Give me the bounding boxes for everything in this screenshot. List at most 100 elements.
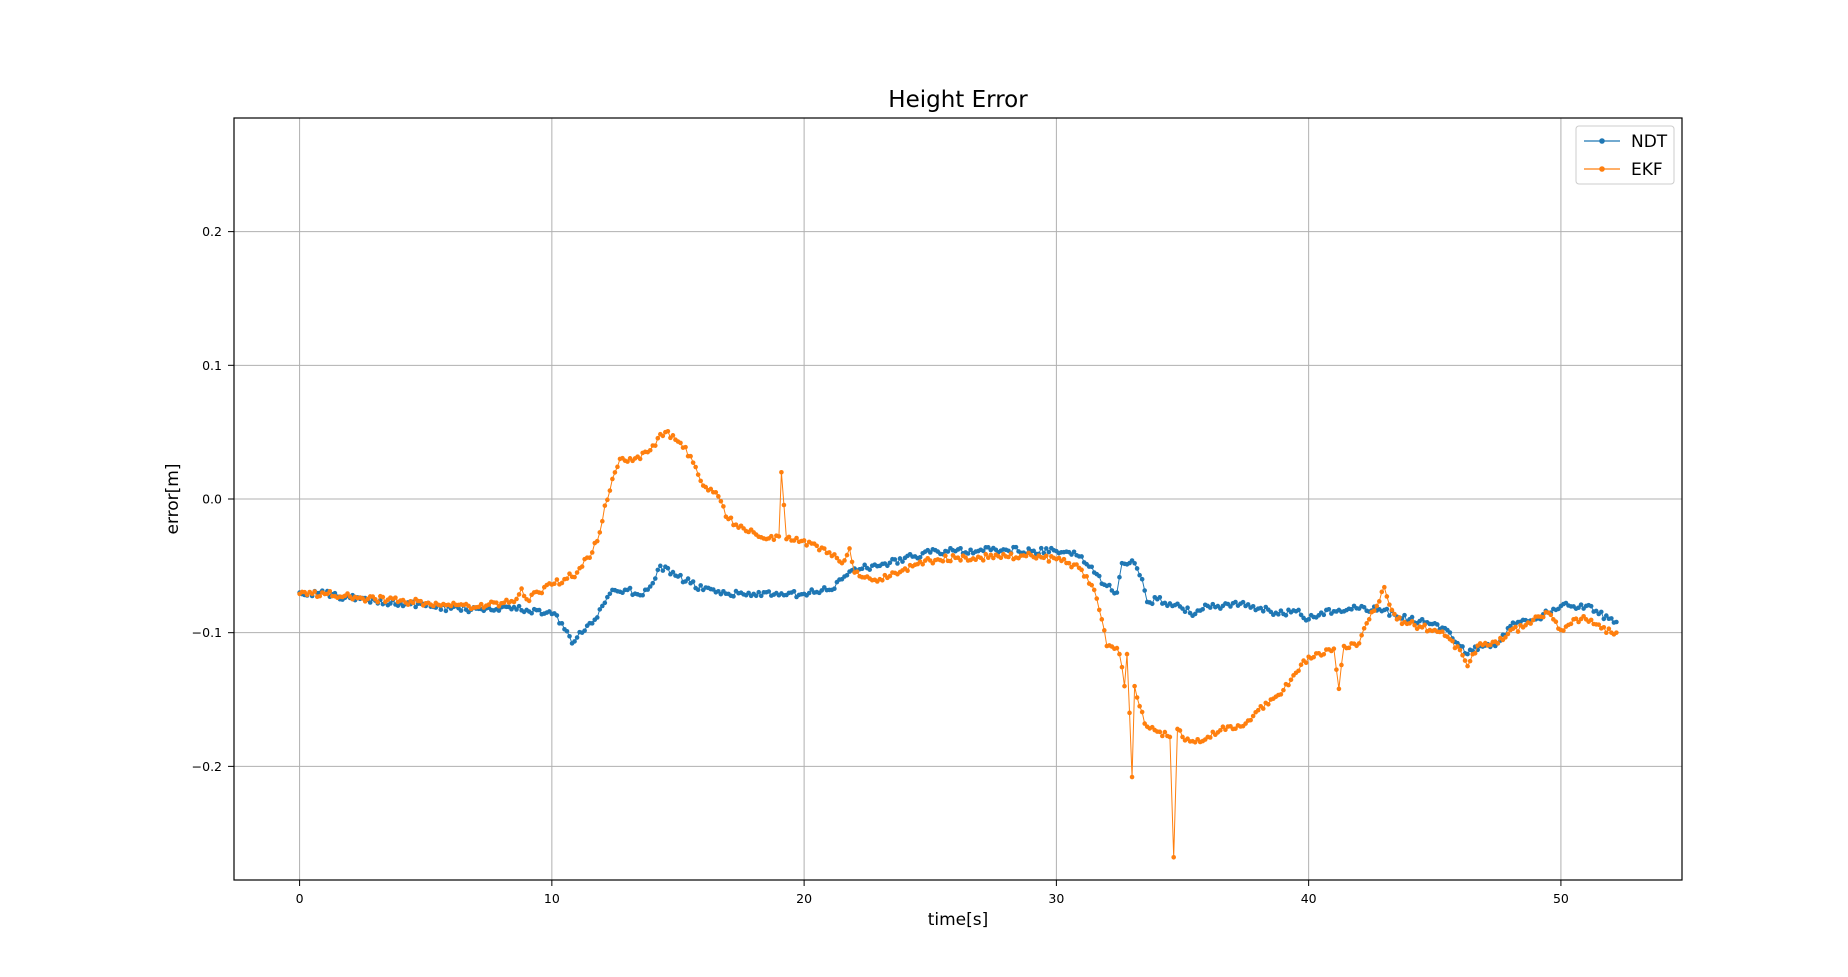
series-ndt-point: [1387, 613, 1392, 618]
series-ekf-point: [607, 488, 613, 493]
series-ekf-point: [519, 586, 524, 591]
series-ekf-point: [718, 498, 724, 504]
x-tick-label: 30: [1048, 891, 1064, 906]
series-ndt-point: [917, 554, 923, 560]
series-ndt-point: [1089, 564, 1094, 570]
series-ndt-point: [665, 565, 671, 571]
series-ekf-point: [769, 533, 774, 539]
series-ndt-point: [574, 635, 580, 640]
series-ndt-point: [605, 594, 610, 600]
series-ndt-point: [572, 639, 577, 644]
series-ekf-point: [317, 593, 323, 599]
series-ndt-point: [443, 608, 449, 614]
series-ndt-point: [388, 601, 393, 606]
legend-ekf-label: EKF: [1631, 160, 1663, 180]
series-ndt-point: [862, 562, 867, 568]
series-ekf-point: [1160, 733, 1165, 739]
series-ndt-point: [1460, 644, 1465, 649]
series-ekf-point: [678, 440, 683, 446]
series-ndt-point: [1200, 606, 1205, 612]
x-tick-label: 50: [1553, 891, 1569, 906]
series-ekf-point: [589, 550, 595, 555]
series-ndt-point: [658, 563, 663, 569]
series-ekf-point: [1102, 628, 1107, 633]
series-ekf-point: [1596, 622, 1602, 627]
series-ekf-point: [1460, 652, 1465, 658]
legend: NDT EKF: [1575, 125, 1675, 185]
series-ekf-point: [345, 591, 350, 596]
series-ndt-point: [655, 567, 661, 573]
series-ndt-point: [1598, 609, 1604, 615]
series-ndt-point: [650, 580, 656, 586]
series-ekf-point: [567, 571, 572, 576]
series-ndt-point: [678, 572, 683, 578]
series-ekf-point: [1079, 567, 1084, 573]
series-ndt-point: [1046, 549, 1052, 555]
series-ekf-point: [693, 464, 698, 470]
series-ndt-point: [685, 576, 691, 581]
series-ekf-point: [695, 472, 701, 477]
series-ekf-point: [683, 444, 688, 450]
series-ndt-point: [567, 633, 572, 639]
series-ekf-point: [1250, 713, 1256, 719]
series-ndt-point: [367, 600, 373, 605]
series-ndt-point: [1182, 609, 1188, 615]
series-ekf-point: [1540, 614, 1546, 620]
series-ndt-point: [758, 593, 764, 599]
series-ekf-point: [375, 599, 381, 605]
legend-ndt-marker: [1599, 138, 1605, 144]
y-axis-label: error[m]: [163, 464, 183, 535]
series-ndt-point: [1260, 608, 1266, 614]
series-ekf-point: [814, 543, 820, 549]
series-ndt-point: [1180, 606, 1185, 611]
series-ekf-point: [1114, 645, 1120, 651]
series-ekf-point: [1457, 647, 1463, 653]
series-ekf-point: [410, 600, 416, 606]
series-ekf-point: [1422, 622, 1427, 628]
series-ekf-point: [1248, 717, 1253, 723]
series-ekf-point: [786, 534, 792, 540]
series-ndt-point: [731, 594, 736, 599]
series-ndt-point: [1465, 651, 1470, 657]
series-ekf-point: [1581, 614, 1586, 619]
series-ekf-point: [637, 456, 643, 462]
series-ekf-point: [1374, 603, 1380, 609]
series-ekf-point: [1614, 630, 1619, 635]
chart-title: Height Error: [888, 87, 1028, 113]
series-ekf-point: [844, 552, 850, 558]
series-ndt-point: [1306, 617, 1311, 622]
series-ekf-point: [1099, 617, 1105, 622]
y-tick-label: 0.0: [202, 492, 222, 507]
series-ekf-point: [827, 550, 832, 555]
series-ndt-point: [859, 566, 865, 572]
series-ekf-point: [1382, 584, 1387, 590]
series-ekf-point: [625, 459, 630, 464]
series-ekf-point: [1376, 599, 1382, 604]
series-ekf-point: [983, 551, 989, 557]
series-ekf-point: [1255, 707, 1261, 713]
series-ndt-point: [1298, 612, 1304, 618]
series-ndt-point: [756, 589, 762, 595]
series-ndt-point: [1107, 582, 1112, 588]
series-ekf-point: [842, 558, 847, 563]
series-ekf-point: [670, 433, 676, 438]
series-ekf-point: [1495, 641, 1501, 646]
series-ekf-point: [1339, 662, 1344, 668]
series-ndt-point: [600, 603, 605, 609]
series-ekf-point: [1096, 607, 1102, 613]
series-ndt-point: [1278, 608, 1284, 613]
series-ndt-point: [496, 608, 502, 613]
series-ndt-point: [514, 607, 519, 612]
series-ekf-point: [572, 574, 577, 580]
series-ekf-point: [1046, 559, 1052, 564]
series-ekf-point: [1091, 587, 1097, 593]
series-ekf-point: [905, 568, 910, 573]
series-ekf-point: [887, 573, 893, 579]
series-ekf-point: [327, 588, 333, 594]
series-ekf-point: [940, 558, 946, 564]
series-ndt-point: [1593, 608, 1599, 614]
x-axis-label: time[s]: [928, 910, 989, 930]
series-ekf-point: [688, 453, 693, 459]
series-ekf-point: [920, 562, 925, 567]
